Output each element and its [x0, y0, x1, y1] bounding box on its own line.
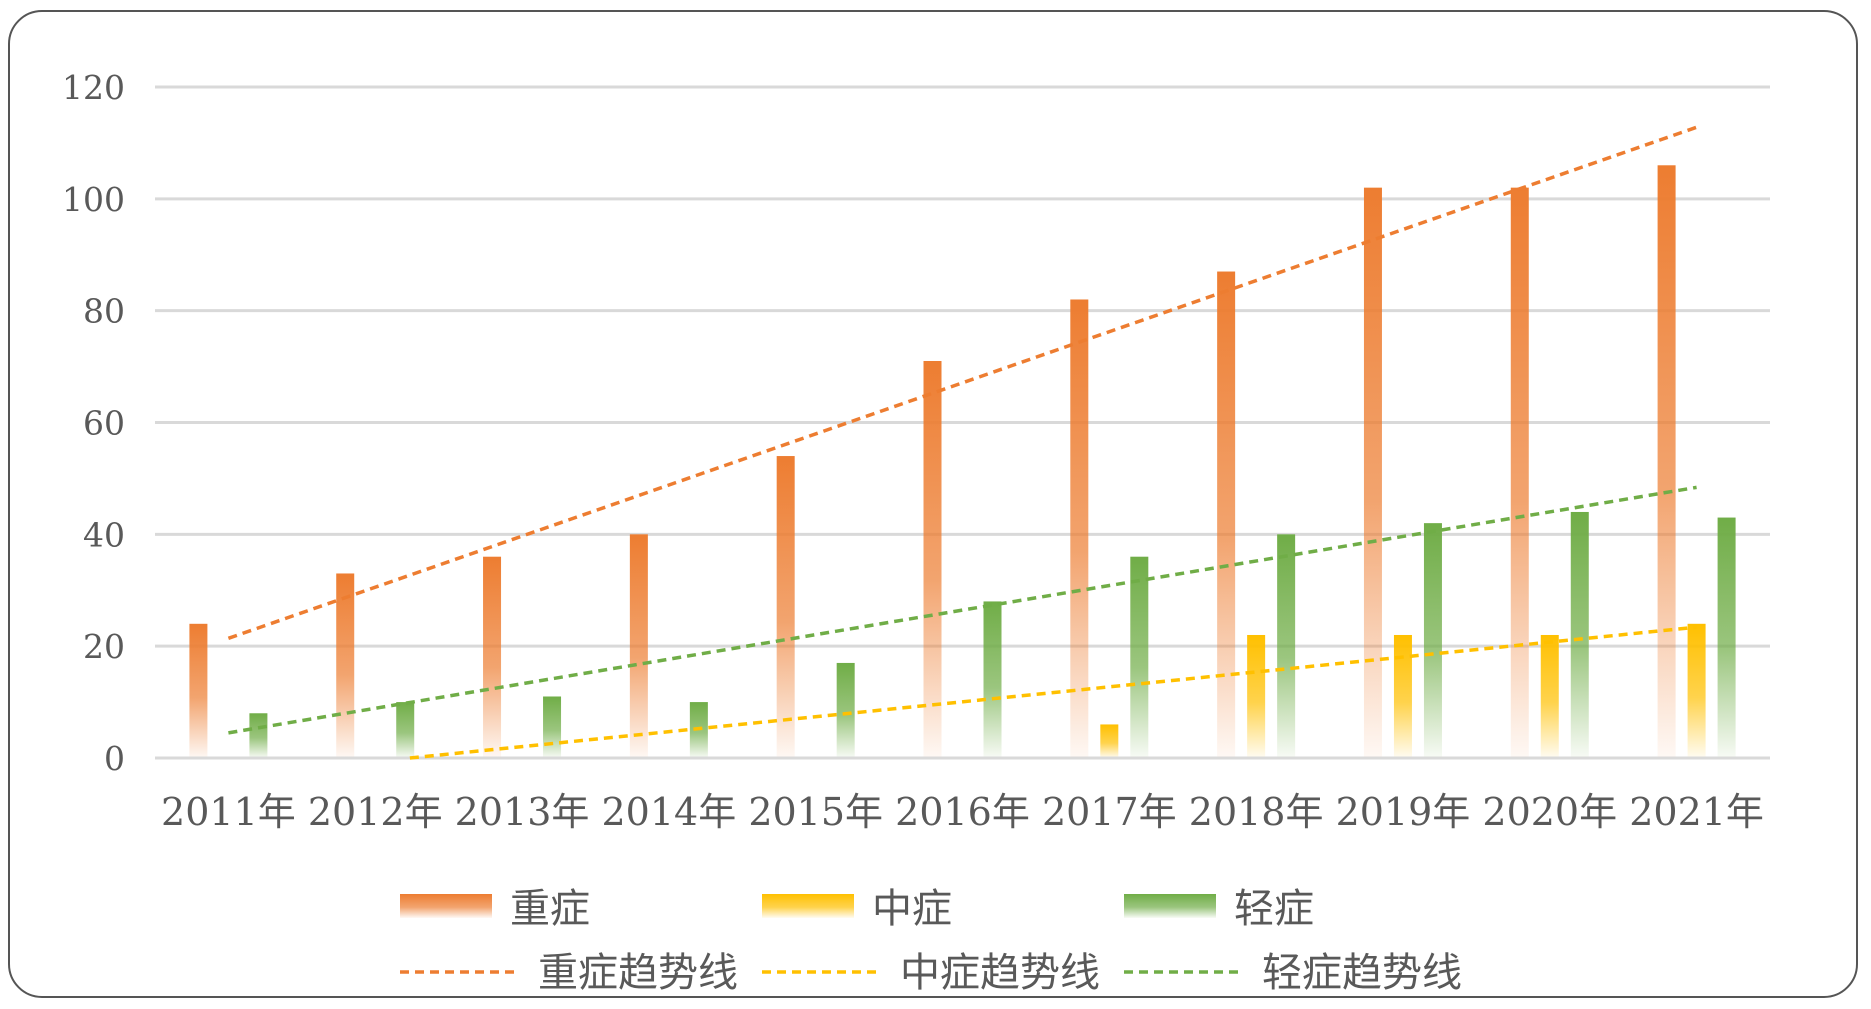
legend-swatch [1124, 894, 1216, 918]
bar [1070, 299, 1089, 758]
legend-swatch [400, 894, 492, 918]
x-tick-label: 2021年 [1629, 790, 1764, 834]
legend-label: 中症 [872, 886, 952, 932]
y-tick-label: 40 [83, 515, 125, 554]
x-tick-label: 2018年 [1189, 790, 1324, 834]
bar [983, 601, 1002, 758]
x-tick-label: 2014年 [602, 790, 737, 834]
x-tick-label: 2013年 [455, 790, 590, 834]
bar [1130, 556, 1149, 758]
x-tick-label: 2015年 [748, 790, 883, 834]
bar [543, 696, 562, 758]
trendline [228, 485, 1697, 735]
bar [1247, 634, 1266, 758]
y-tick-label: 60 [83, 404, 125, 443]
legend-label: 中症趋势线 [900, 950, 1100, 996]
y-tick-label: 20 [83, 627, 125, 666]
legend-label: 轻症 [1234, 886, 1314, 932]
trendline [409, 625, 1697, 760]
x-tick-label: 2016年 [895, 790, 1030, 834]
x-tick-label: 2012年 [308, 790, 443, 834]
bar [923, 360, 942, 758]
y-axis-ticks: 0 20 40 60 80 100 120 [62, 68, 125, 778]
bar [1423, 523, 1442, 758]
y-tick-label: 120 [62, 68, 125, 107]
bar [336, 573, 355, 758]
bar [396, 702, 415, 758]
x-tick-label: 2019年 [1336, 790, 1471, 834]
bar [1687, 623, 1706, 758]
y-tick-label: 0 [104, 739, 125, 778]
bar [629, 534, 648, 758]
bar [1657, 165, 1676, 759]
bar [1217, 271, 1236, 758]
bar [1717, 517, 1736, 758]
y-tick-label: 100 [62, 180, 125, 219]
x-tick-label: 2011年 [161, 790, 296, 834]
trendlines [227, 125, 1698, 760]
bar [1363, 187, 1382, 758]
bar [1393, 634, 1412, 758]
bar [1570, 511, 1589, 758]
legend-label: 轻症趋势线 [1262, 950, 1462, 996]
bar [1510, 187, 1529, 758]
bar [249, 713, 268, 758]
x-axis-ticks: 2011年 2012年 2013年 2014年 2015年 2016年 2017年 2018年… [161, 790, 1764, 834]
bar [483, 556, 502, 758]
bar [1277, 534, 1296, 758]
bars [189, 165, 1736, 759]
legend-swatch [762, 894, 854, 918]
bar [776, 456, 795, 758]
x-tick-label: 2020年 [1482, 790, 1617, 834]
x-tick-label: 2017年 [1042, 790, 1177, 834]
bar [1540, 634, 1559, 758]
bar [836, 662, 855, 758]
bar [189, 623, 208, 758]
y-tick-label: 80 [83, 292, 125, 331]
legend-label: 重症 [510, 886, 590, 932]
legend-label: 重症趋势线 [538, 950, 738, 996]
trendline [227, 125, 1698, 640]
bar [1100, 724, 1119, 758]
